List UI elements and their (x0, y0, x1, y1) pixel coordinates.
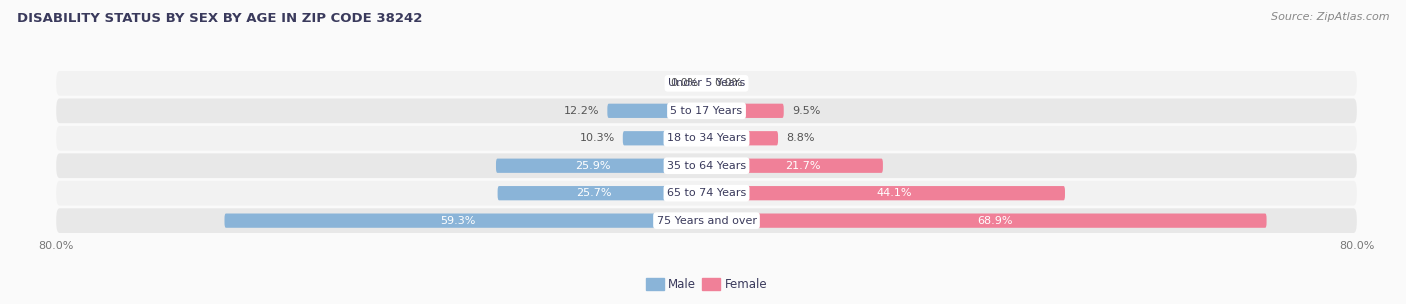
Text: Under 5 Years: Under 5 Years (668, 78, 745, 88)
Text: 65 to 74 Years: 65 to 74 Years (666, 188, 747, 198)
FancyBboxPatch shape (707, 213, 1267, 228)
Text: 35 to 64 Years: 35 to 64 Years (666, 161, 747, 171)
FancyBboxPatch shape (56, 181, 1357, 206)
Text: 10.3%: 10.3% (579, 133, 614, 143)
Text: 18 to 34 Years: 18 to 34 Years (666, 133, 747, 143)
Text: 8.8%: 8.8% (786, 133, 814, 143)
Text: 75 Years and over: 75 Years and over (657, 216, 756, 226)
FancyBboxPatch shape (496, 159, 707, 173)
Legend: Male, Female: Male, Female (641, 273, 772, 296)
Text: 9.5%: 9.5% (792, 106, 820, 116)
Text: 25.9%: 25.9% (575, 161, 610, 171)
Text: Source: ZipAtlas.com: Source: ZipAtlas.com (1271, 12, 1389, 22)
Text: 0.0%: 0.0% (714, 78, 742, 88)
FancyBboxPatch shape (56, 71, 1357, 96)
FancyBboxPatch shape (56, 208, 1357, 233)
FancyBboxPatch shape (607, 104, 707, 118)
FancyBboxPatch shape (623, 131, 707, 145)
FancyBboxPatch shape (56, 126, 1357, 150)
FancyBboxPatch shape (707, 131, 778, 145)
Text: 59.3%: 59.3% (440, 216, 475, 226)
Text: 25.7%: 25.7% (576, 188, 612, 198)
Text: 12.2%: 12.2% (564, 106, 599, 116)
Text: 5 to 17 Years: 5 to 17 Years (671, 106, 742, 116)
Text: 68.9%: 68.9% (977, 216, 1012, 226)
Text: DISABILITY STATUS BY SEX BY AGE IN ZIP CODE 38242: DISABILITY STATUS BY SEX BY AGE IN ZIP C… (17, 12, 422, 25)
FancyBboxPatch shape (56, 154, 1357, 178)
FancyBboxPatch shape (498, 186, 707, 200)
FancyBboxPatch shape (707, 186, 1064, 200)
Text: 44.1%: 44.1% (876, 188, 911, 198)
FancyBboxPatch shape (225, 213, 707, 228)
FancyBboxPatch shape (707, 104, 783, 118)
Text: 0.0%: 0.0% (671, 78, 699, 88)
FancyBboxPatch shape (707, 159, 883, 173)
Text: 21.7%: 21.7% (785, 161, 821, 171)
FancyBboxPatch shape (56, 98, 1357, 123)
